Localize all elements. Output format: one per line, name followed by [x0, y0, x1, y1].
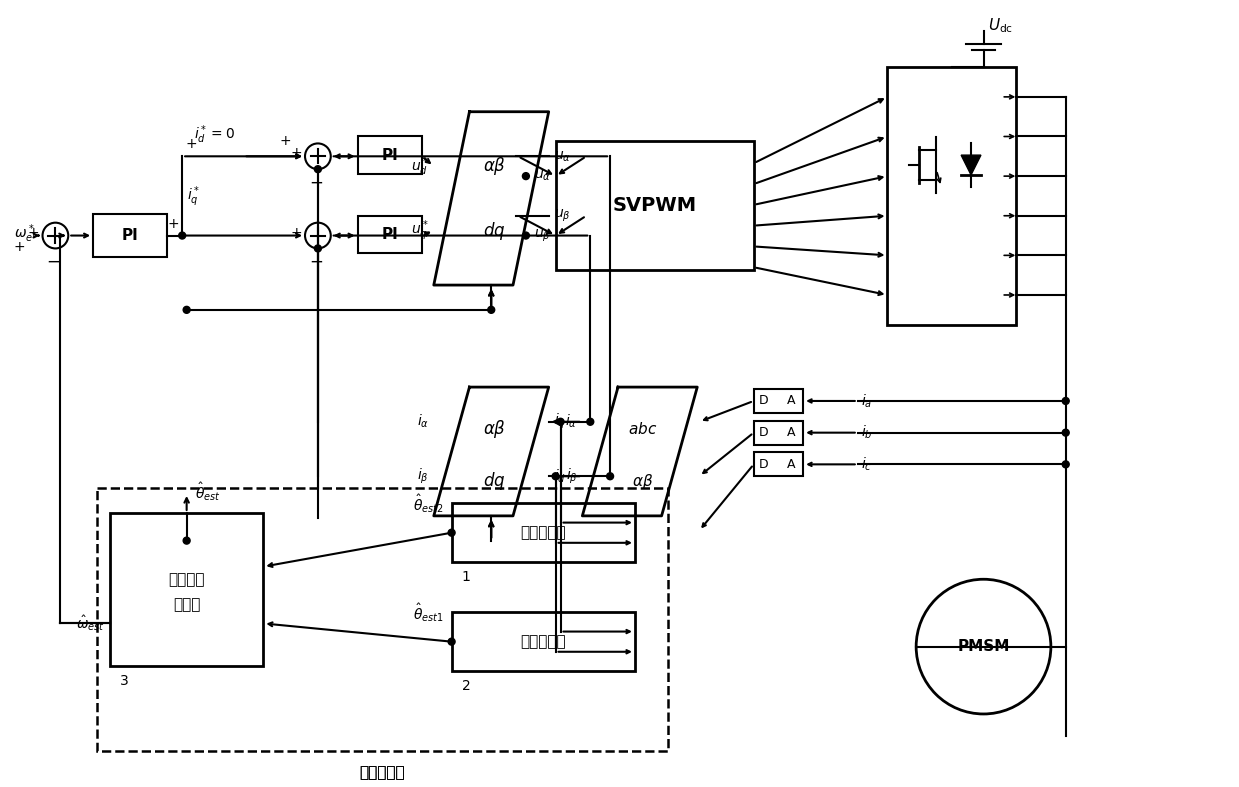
- Text: $\hat{\theta}_{est2}$: $\hat{\theta}_{est2}$: [413, 492, 444, 515]
- Bar: [451, 503, 634, 563]
- Text: +: +: [185, 138, 197, 151]
- Circle shape: [523, 172, 529, 179]
- Text: $i_a$: $i_a$: [861, 392, 872, 410]
- Text: $i_\alpha$: $i_\alpha$: [416, 413, 429, 430]
- Bar: [97, 488, 668, 751]
- Text: 3: 3: [120, 674, 129, 689]
- Text: 选择器: 选择器: [173, 597, 201, 612]
- Text: $i_\beta$: $i_\beta$: [418, 467, 429, 486]
- Text: A: A: [787, 427, 795, 439]
- Text: +: +: [14, 241, 26, 254]
- Polygon shape: [582, 387, 698, 515]
- Text: $dq$: $dq$: [483, 220, 506, 242]
- Text: $i_q$: $i_q$: [554, 412, 565, 431]
- Bar: [753, 389, 803, 413]
- Text: $\alpha\beta$: $\alpha\beta$: [483, 418, 506, 440]
- Text: $u_\beta$: $u_\beta$: [534, 227, 550, 244]
- Text: $\alpha\beta$: $\alpha\beta$: [483, 155, 506, 177]
- Text: $\alpha\beta$: $\alpha\beta$: [632, 471, 653, 491]
- Text: $U_{\rm dc}$: $U_{\rm dc}$: [989, 17, 1014, 35]
- Text: $i_d$: $i_d$: [554, 467, 566, 485]
- Text: +: +: [279, 135, 291, 149]
- Text: $i_b$: $i_b$: [861, 424, 872, 442]
- Text: −: −: [309, 253, 323, 271]
- Bar: [358, 216, 422, 253]
- Text: 权重观测器: 权重观测器: [359, 766, 405, 781]
- Text: PI: PI: [121, 228, 139, 243]
- Text: 交轴观测器: 交轴观测器: [520, 634, 566, 649]
- Circle shape: [449, 638, 455, 645]
- Circle shape: [488, 306, 494, 313]
- Polygon shape: [434, 112, 549, 285]
- Bar: [451, 612, 634, 671]
- Bar: [358, 136, 422, 174]
- Bar: [555, 142, 753, 270]
- Text: D: D: [758, 427, 768, 439]
- Text: +: +: [28, 226, 40, 239]
- Circle shape: [315, 245, 321, 252]
- Text: A: A: [787, 458, 795, 471]
- Circle shape: [183, 538, 190, 544]
- Text: SVPWM: SVPWM: [612, 196, 696, 216]
- Text: D: D: [758, 458, 768, 471]
- Text: $u_\beta$: $u_\beta$: [554, 208, 570, 224]
- Circle shape: [587, 419, 593, 425]
- Text: −: −: [309, 173, 323, 191]
- Text: A: A: [787, 394, 795, 408]
- Text: +: +: [290, 226, 302, 239]
- Text: $u_q^*$: $u_q^*$: [411, 218, 429, 243]
- Circle shape: [553, 473, 559, 480]
- Text: PMSM: PMSM: [958, 639, 1010, 654]
- Text: $u_\alpha$: $u_\alpha$: [554, 149, 571, 164]
- Circle shape: [1062, 461, 1069, 467]
- Text: $dq$: $dq$: [483, 470, 506, 492]
- Text: +: +: [167, 216, 178, 231]
- Text: $i_d^*=0$: $i_d^*=0$: [195, 124, 235, 146]
- Text: $abc$: $abc$: [628, 421, 658, 437]
- Text: −: −: [47, 253, 61, 271]
- Polygon shape: [961, 155, 981, 175]
- Polygon shape: [434, 387, 549, 515]
- Bar: [753, 421, 803, 445]
- Circle shape: [315, 166, 321, 172]
- Bar: [753, 453, 803, 476]
- Text: D: D: [758, 394, 768, 408]
- Bar: [93, 214, 167, 257]
- Circle shape: [558, 419, 564, 425]
- Text: $\hat{\theta}_{est}$: $\hat{\theta}_{est}$: [195, 480, 221, 503]
- Circle shape: [607, 473, 613, 480]
- Text: $\omega_e^*$: $\omega_e^*$: [14, 222, 35, 245]
- Bar: [110, 513, 264, 667]
- Circle shape: [523, 232, 529, 239]
- Text: 1: 1: [461, 571, 471, 584]
- Text: PI: PI: [382, 227, 398, 242]
- Text: $u_d^*$: $u_d^*$: [411, 155, 429, 178]
- Text: $\hat{\theta}_{est1}$: $\hat{\theta}_{est1}$: [413, 601, 444, 624]
- Text: 权重更新: 权重更新: [169, 572, 204, 587]
- Text: 2: 2: [461, 679, 471, 693]
- Circle shape: [178, 232, 186, 239]
- Text: PI: PI: [382, 148, 398, 163]
- Text: $i_q^*$: $i_q^*$: [187, 184, 201, 209]
- Text: $\hat{\omega}_{est}$: $\hat{\omega}_{est}$: [76, 614, 105, 634]
- Circle shape: [449, 529, 455, 536]
- Text: $i_c$: $i_c$: [861, 456, 872, 473]
- Text: $i_\alpha$: $i_\alpha$: [565, 413, 577, 430]
- Text: 权重观测器: 权重观测器: [359, 766, 405, 781]
- Bar: [887, 67, 1016, 325]
- Text: $u_\alpha$: $u_\alpha$: [534, 169, 550, 183]
- Circle shape: [1062, 397, 1069, 405]
- Circle shape: [1062, 429, 1069, 436]
- Text: +: +: [290, 146, 302, 161]
- Circle shape: [916, 579, 1051, 714]
- Text: $i_\beta$: $i_\beta$: [566, 467, 577, 486]
- Circle shape: [183, 306, 190, 313]
- Text: 直轴观测器: 直轴观测器: [520, 525, 566, 540]
